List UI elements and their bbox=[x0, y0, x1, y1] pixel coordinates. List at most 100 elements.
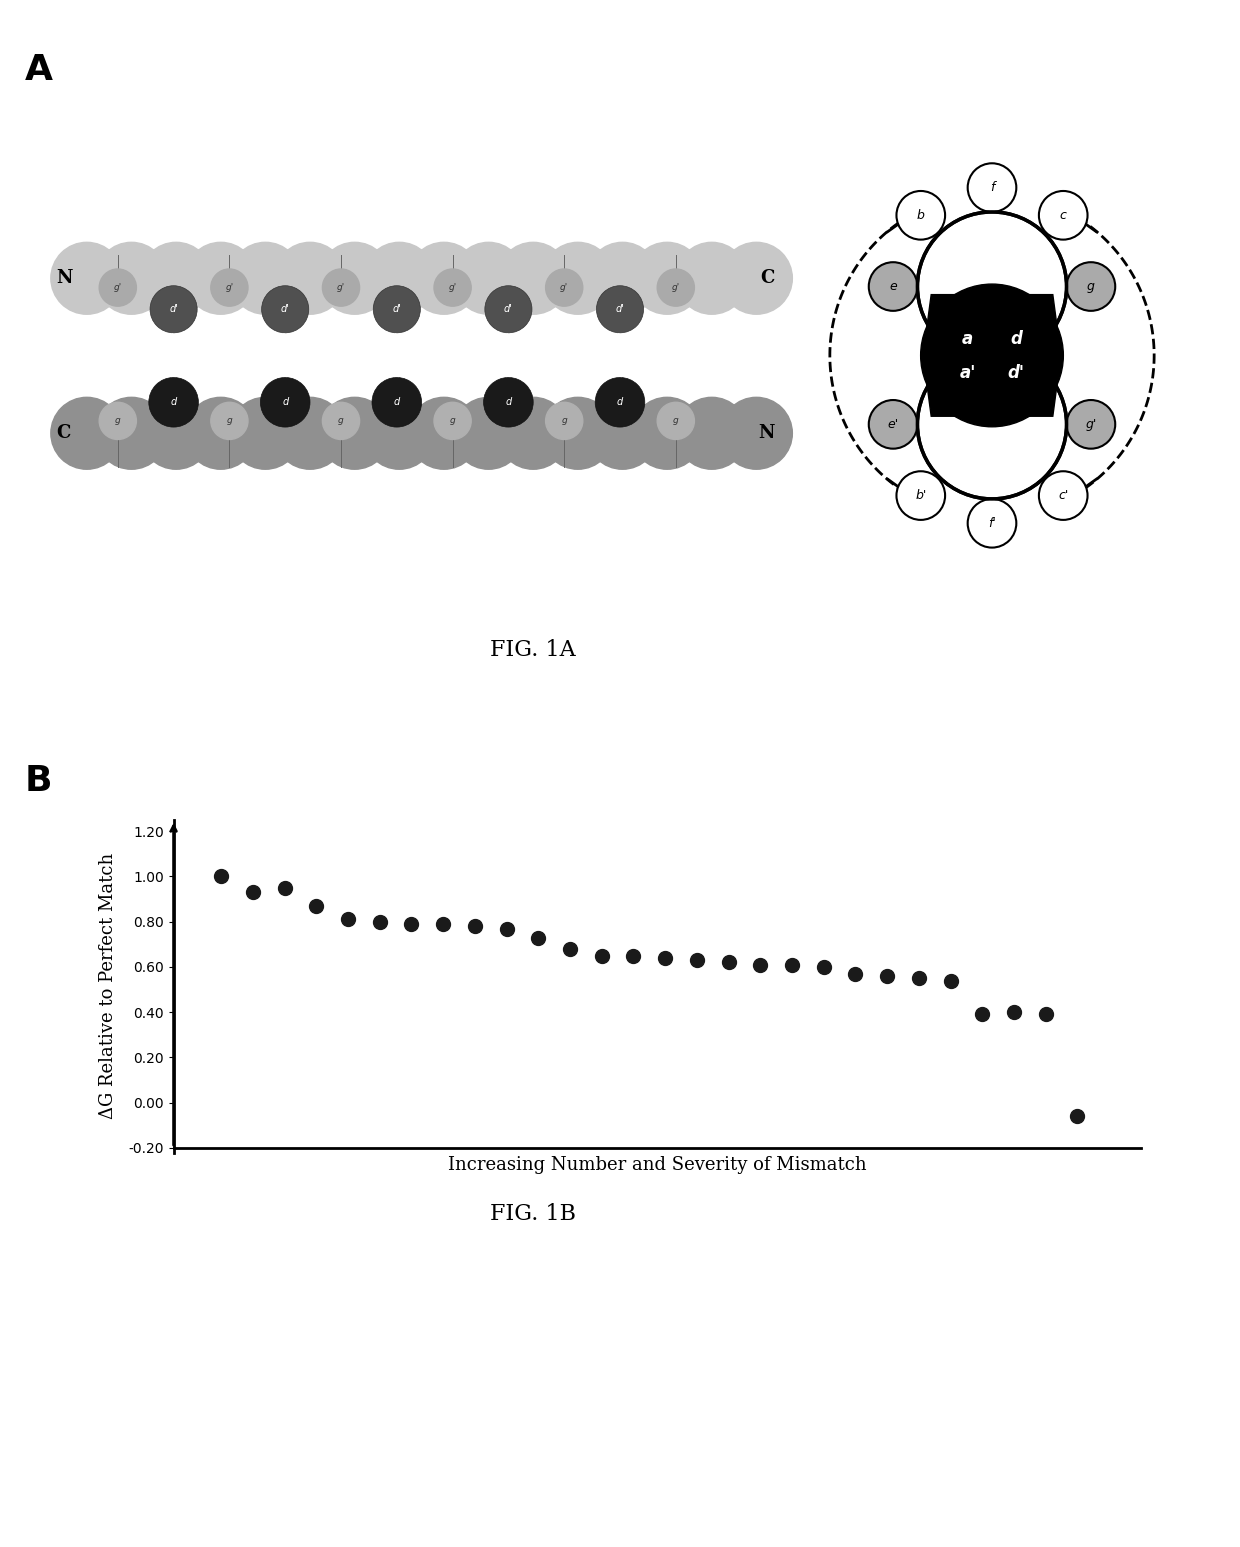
Text: b': b' bbox=[915, 489, 926, 503]
Circle shape bbox=[676, 243, 748, 314]
Circle shape bbox=[1066, 261, 1115, 311]
Circle shape bbox=[95, 398, 167, 469]
Circle shape bbox=[920, 285, 1064, 427]
Point bbox=[497, 916, 517, 941]
Circle shape bbox=[363, 243, 435, 314]
Point bbox=[687, 948, 707, 973]
Circle shape bbox=[720, 398, 792, 469]
Circle shape bbox=[484, 377, 533, 427]
Point bbox=[306, 894, 326, 919]
Text: d': d' bbox=[503, 305, 513, 314]
Point bbox=[655, 945, 675, 970]
Text: g: g bbox=[673, 416, 678, 425]
Point bbox=[846, 961, 866, 985]
Circle shape bbox=[408, 243, 480, 314]
Circle shape bbox=[1039, 472, 1087, 520]
Text: g: g bbox=[115, 416, 120, 425]
Text: A: A bbox=[25, 53, 53, 87]
Text: d: d bbox=[505, 398, 512, 407]
Point bbox=[1035, 1002, 1055, 1027]
Circle shape bbox=[434, 269, 471, 306]
Circle shape bbox=[897, 190, 945, 240]
Text: g: g bbox=[227, 416, 232, 425]
Circle shape bbox=[211, 402, 248, 439]
Circle shape bbox=[434, 402, 471, 439]
Text: g': g' bbox=[1085, 418, 1096, 432]
Circle shape bbox=[372, 377, 422, 427]
Circle shape bbox=[967, 164, 1017, 212]
Point bbox=[528, 925, 548, 950]
Circle shape bbox=[497, 398, 569, 469]
Text: d': d' bbox=[615, 305, 625, 314]
Text: d: d bbox=[281, 398, 289, 407]
Text: g: g bbox=[339, 416, 343, 425]
Text: C: C bbox=[760, 269, 775, 288]
Point bbox=[402, 911, 422, 936]
Text: d': d' bbox=[392, 305, 402, 314]
Circle shape bbox=[140, 243, 212, 314]
Circle shape bbox=[408, 398, 480, 469]
Circle shape bbox=[596, 286, 644, 333]
Circle shape bbox=[211, 269, 248, 306]
Circle shape bbox=[373, 286, 420, 333]
Text: g': g' bbox=[560, 283, 568, 292]
Circle shape bbox=[99, 269, 136, 306]
Circle shape bbox=[542, 243, 614, 314]
Point bbox=[782, 953, 802, 978]
Circle shape bbox=[51, 243, 123, 314]
Text: d: d bbox=[616, 398, 624, 407]
Point bbox=[813, 954, 833, 979]
Text: c': c' bbox=[1058, 489, 1069, 503]
Circle shape bbox=[274, 243, 346, 314]
Circle shape bbox=[587, 243, 658, 314]
Circle shape bbox=[897, 472, 945, 520]
Text: g: g bbox=[450, 416, 455, 425]
Circle shape bbox=[720, 243, 792, 314]
Point bbox=[624, 944, 644, 968]
Circle shape bbox=[99, 402, 136, 439]
Point bbox=[941, 968, 961, 993]
Point bbox=[560, 936, 580, 961]
Circle shape bbox=[274, 398, 346, 469]
Circle shape bbox=[319, 243, 391, 314]
Text: B: B bbox=[25, 764, 52, 798]
Circle shape bbox=[185, 398, 257, 469]
Text: e: e bbox=[889, 280, 897, 292]
Circle shape bbox=[229, 243, 301, 314]
Text: d': d' bbox=[280, 305, 290, 314]
Circle shape bbox=[657, 269, 694, 306]
Text: f': f' bbox=[988, 517, 996, 529]
Text: d: d bbox=[393, 398, 401, 407]
Circle shape bbox=[631, 243, 703, 314]
Polygon shape bbox=[923, 356, 1061, 416]
Circle shape bbox=[918, 212, 1066, 360]
Text: d: d bbox=[1011, 330, 1022, 348]
Point bbox=[275, 876, 295, 900]
Circle shape bbox=[497, 243, 569, 314]
Text: a': a' bbox=[960, 364, 976, 382]
Text: b: b bbox=[916, 209, 925, 221]
Circle shape bbox=[262, 286, 309, 333]
Circle shape bbox=[546, 402, 583, 439]
Circle shape bbox=[140, 398, 212, 469]
X-axis label: Increasing Number and Severity of Mismatch: Increasing Number and Severity of Mismat… bbox=[448, 1156, 867, 1174]
Text: g': g' bbox=[226, 283, 233, 292]
Circle shape bbox=[676, 398, 748, 469]
Circle shape bbox=[595, 377, 645, 427]
Circle shape bbox=[51, 398, 123, 469]
Text: d: d bbox=[170, 398, 177, 407]
Circle shape bbox=[546, 269, 583, 306]
Point bbox=[211, 865, 231, 890]
Text: g': g' bbox=[449, 283, 456, 292]
Circle shape bbox=[869, 401, 918, 449]
Circle shape bbox=[185, 243, 257, 314]
Text: c: c bbox=[1060, 209, 1066, 221]
Circle shape bbox=[869, 261, 918, 311]
Circle shape bbox=[918, 350, 1066, 500]
Circle shape bbox=[542, 398, 614, 469]
Text: g': g' bbox=[114, 283, 122, 292]
Text: g: g bbox=[562, 416, 567, 425]
Text: N: N bbox=[759, 424, 775, 442]
Circle shape bbox=[1039, 190, 1087, 240]
Circle shape bbox=[485, 286, 532, 333]
